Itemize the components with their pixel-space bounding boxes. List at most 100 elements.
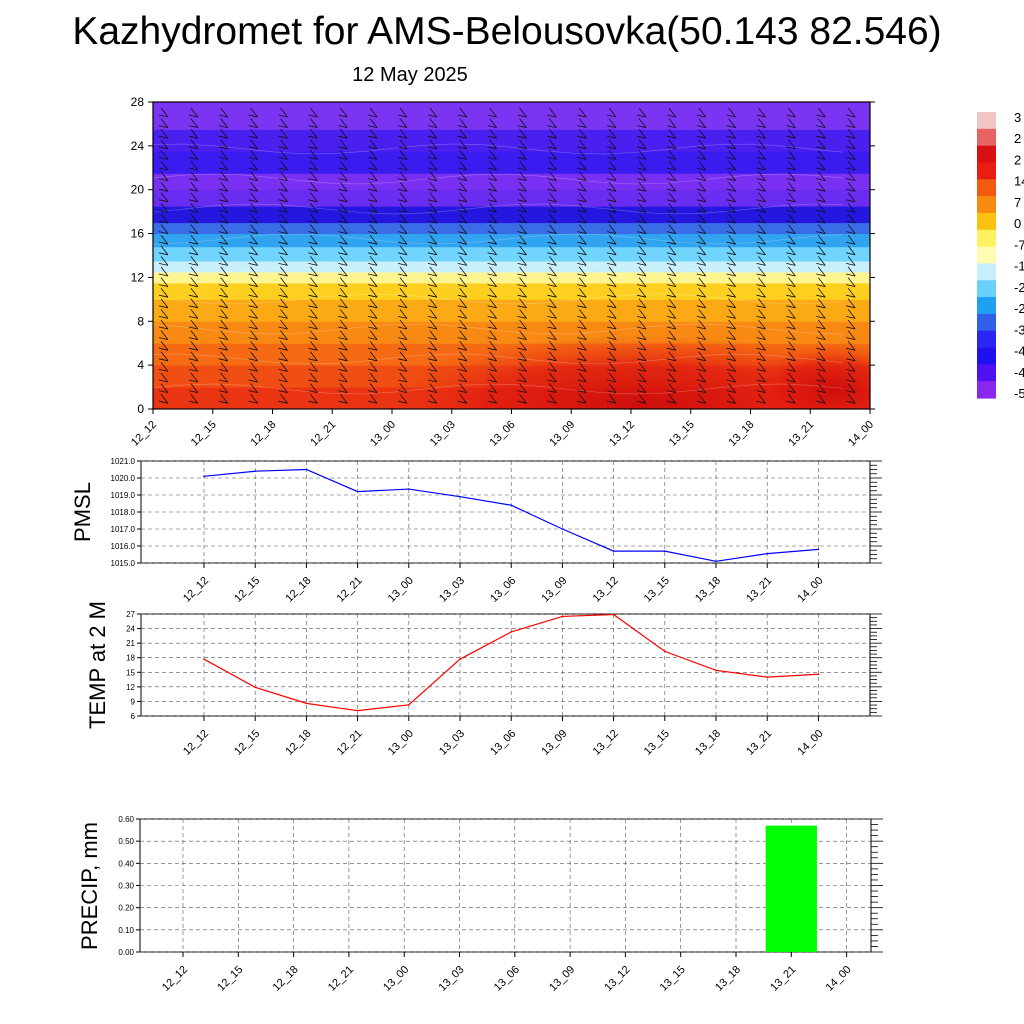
wind-barb	[758, 340, 766, 351]
wind-barb	[160, 203, 169, 213]
wind-barb-flag	[547, 114, 557, 118]
wind-barb	[698, 118, 707, 128]
wind-barb-flag	[427, 135, 437, 139]
wind-barb-flag	[248, 347, 258, 351]
series-point	[356, 709, 359, 712]
wind-barb	[788, 383, 796, 393]
wind-barb	[788, 277, 796, 287]
wind-barb	[369, 203, 378, 213]
wind-barb-flag	[338, 326, 348, 330]
colorbar-label: -4	[1014, 365, 1024, 380]
wind-barb-flag	[368, 294, 378, 298]
wind-barb	[250, 351, 258, 362]
wind-barb	[459, 309, 468, 319]
wind-barb-flag	[188, 263, 198, 266]
wind-barb	[280, 128, 288, 139]
wind-barb	[310, 351, 318, 362]
wind-barb-flag	[517, 347, 527, 351]
wind-barb	[817, 309, 826, 319]
wind-barb-flag	[338, 400, 348, 404]
wind-barb	[250, 372, 258, 383]
series-point	[766, 676, 768, 678]
wind-barb	[817, 181, 826, 192]
wind-barb-flag	[278, 178, 288, 181]
wind-barb	[549, 393, 557, 404]
wind-barb-flag	[636, 241, 647, 245]
wind-barb-flag	[487, 347, 497, 351]
heatmap-plot-area	[153, 102, 870, 409]
wind-barb	[728, 224, 736, 234]
wind-barb-flag	[218, 252, 228, 256]
panel-xtick-label: 13_00	[381, 964, 411, 994]
wind-barb-flag	[457, 146, 467, 150]
wind-barb-flag	[636, 263, 647, 266]
heatmap-contour-5	[153, 233, 844, 245]
wind-barb	[369, 266, 378, 277]
wind-barb-flag	[278, 135, 288, 139]
wind-barb	[190, 351, 199, 362]
wind-barb	[698, 351, 707, 362]
wind-barb	[788, 245, 796, 256]
wind-barb	[280, 266, 288, 277]
wind-barb-flag	[696, 241, 706, 245]
wind-barb-flag	[308, 114, 318, 118]
wind-barb-flag	[517, 157, 527, 160]
wind-barb-flag	[368, 167, 378, 171]
wind-barb-flag	[636, 167, 647, 171]
panel-ytick-label: 21	[126, 639, 135, 648]
wind-barb	[668, 298, 677, 309]
wind-barb-flag	[816, 284, 826, 287]
wind-barb-flag	[457, 358, 467, 362]
wind-barb-flag	[278, 337, 288, 340]
wind-barb-flag	[188, 210, 198, 213]
panel-xtick-label: 13_06	[488, 728, 518, 758]
wind-barb-flag	[577, 358, 587, 362]
wind-barb-flag	[397, 178, 408, 181]
wind-barb-flag	[846, 273, 856, 277]
wind-barb	[250, 340, 258, 351]
wind-barb-flag	[457, 210, 467, 213]
wind-barb-flag	[308, 157, 318, 160]
wind-barb-flag	[607, 294, 617, 298]
wind-barb-flag	[487, 252, 497, 256]
wind-barb-flag	[457, 252, 467, 256]
wind-barb-flag	[816, 358, 826, 362]
wind-barb-flag	[397, 125, 408, 128]
wind-barb-flag	[547, 146, 557, 150]
wind-barb	[369, 192, 378, 203]
wind-barb-flag	[816, 146, 826, 150]
wind-barb	[638, 340, 647, 351]
wind-barb	[638, 298, 647, 309]
wind-barb-flag	[816, 231, 826, 234]
wind-barb-flag	[756, 125, 766, 128]
wind-barb-flag	[188, 125, 198, 128]
wind-barb	[788, 160, 796, 171]
wind-barb	[250, 383, 258, 393]
wind-barb	[459, 393, 468, 404]
wind-barb-flag	[338, 347, 348, 351]
wind-barb-flag	[278, 326, 288, 330]
wind-barb	[519, 319, 527, 330]
wind-barb	[578, 181, 587, 192]
wind-barb	[549, 372, 557, 383]
heatmap-band-11	[153, 206, 870, 224]
panel-xtick-label: 12_18	[283, 728, 313, 758]
wind-barb-flag	[487, 241, 497, 245]
wind-barb-flag	[397, 263, 408, 266]
wind-barb	[280, 287, 288, 298]
wind-barb-flag	[368, 178, 378, 181]
wind-barb	[220, 118, 229, 128]
wind-barb	[280, 213, 288, 224]
wind-barb	[698, 245, 707, 256]
wind-barb	[519, 393, 527, 404]
wind-barb-flag	[786, 390, 796, 393]
wind-barb	[220, 160, 229, 171]
wind-barb-flag	[726, 390, 736, 393]
wind-barb	[339, 139, 348, 150]
panel-xtick-label: 13_03	[437, 728, 467, 758]
wind-barb	[668, 351, 677, 362]
wind-barb	[608, 266, 617, 277]
wind-barb	[549, 224, 557, 234]
wind-barb-flag	[278, 305, 288, 309]
